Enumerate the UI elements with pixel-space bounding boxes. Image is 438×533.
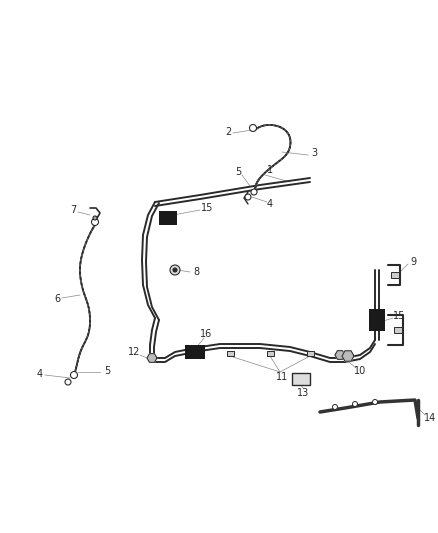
Circle shape: [170, 265, 180, 275]
Circle shape: [353, 401, 357, 407]
Text: 5: 5: [104, 366, 110, 376]
Text: 2: 2: [225, 127, 231, 137]
Text: 6: 6: [54, 294, 60, 304]
FancyBboxPatch shape: [226, 351, 233, 356]
FancyBboxPatch shape: [292, 373, 310, 385]
Polygon shape: [335, 351, 345, 359]
Text: 11: 11: [276, 372, 288, 382]
Circle shape: [173, 268, 177, 272]
Text: 15: 15: [201, 203, 213, 213]
Text: 9: 9: [410, 257, 416, 267]
FancyBboxPatch shape: [394, 327, 402, 333]
Circle shape: [332, 405, 338, 409]
Text: 1: 1: [267, 165, 273, 175]
Text: 4: 4: [267, 199, 273, 209]
Text: 15: 15: [393, 311, 405, 321]
Polygon shape: [147, 354, 157, 362]
Circle shape: [251, 189, 257, 195]
Circle shape: [245, 194, 251, 200]
Text: 16: 16: [200, 329, 212, 339]
Text: 5: 5: [235, 167, 241, 177]
FancyBboxPatch shape: [369, 309, 385, 331]
Text: 7: 7: [70, 205, 76, 215]
FancyBboxPatch shape: [159, 211, 177, 225]
Text: 3: 3: [311, 148, 317, 158]
Circle shape: [92, 219, 99, 225]
FancyBboxPatch shape: [307, 351, 314, 356]
Circle shape: [250, 125, 257, 132]
Text: 12: 12: [128, 347, 140, 357]
Polygon shape: [342, 351, 354, 361]
Text: 8: 8: [193, 267, 199, 277]
Text: 13: 13: [297, 388, 309, 398]
Text: 14: 14: [424, 413, 436, 423]
Circle shape: [93, 216, 97, 220]
FancyBboxPatch shape: [266, 351, 273, 356]
FancyBboxPatch shape: [185, 345, 205, 359]
Text: 4: 4: [37, 369, 43, 379]
Circle shape: [65, 379, 71, 385]
Text: 10: 10: [354, 366, 366, 376]
FancyBboxPatch shape: [391, 272, 399, 278]
Circle shape: [71, 372, 78, 378]
Circle shape: [372, 400, 378, 405]
